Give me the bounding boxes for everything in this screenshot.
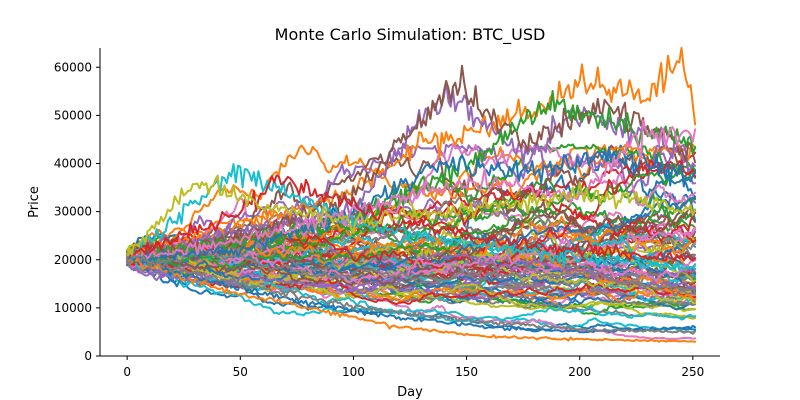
simulation-path bbox=[126, 119, 697, 260]
simulation-path bbox=[126, 46, 697, 264]
x-tick-label: 0 bbox=[123, 365, 131, 379]
simulation-path bbox=[126, 174, 697, 259]
simulation-path bbox=[126, 64, 697, 260]
y-tick-label: 10000 bbox=[54, 301, 92, 315]
x-tick-label: 100 bbox=[342, 365, 365, 379]
simulation-path bbox=[126, 250, 697, 297]
simulation-path bbox=[126, 146, 697, 265]
x-tick-label: 50 bbox=[233, 365, 248, 379]
y-tick-label: 50000 bbox=[54, 108, 92, 122]
simulation-paths bbox=[126, 46, 697, 343]
simulation-path bbox=[126, 254, 697, 335]
x-axis-label: Day bbox=[397, 385, 423, 400]
y-axis-label: Price bbox=[27, 186, 42, 218]
simulation-path bbox=[126, 163, 697, 272]
simulation-path bbox=[126, 196, 697, 283]
x-tick-label: 150 bbox=[455, 365, 478, 379]
y-axis-ticks: 0 10000 20000 30000 40000 50000 60000 bbox=[54, 60, 100, 363]
y-tick-label: 60000 bbox=[54, 60, 92, 74]
y-tick-label: 40000 bbox=[54, 157, 92, 171]
x-tick-label: 250 bbox=[681, 365, 704, 379]
x-tick-label: 200 bbox=[568, 365, 591, 379]
y-tick-label: 0 bbox=[84, 349, 92, 363]
simulation-path bbox=[126, 255, 697, 343]
y-tick-label: 20000 bbox=[54, 253, 92, 267]
simulation-path bbox=[126, 169, 697, 270]
y-tick-label: 30000 bbox=[54, 205, 92, 219]
simulation-path bbox=[126, 256, 697, 320]
chart-title: Monte Carlo Simulation: BTC_USD bbox=[275, 25, 546, 45]
simulation-path bbox=[126, 174, 697, 262]
simulation-path bbox=[126, 237, 697, 284]
x-axis-ticks: 0 50 100 150 200 250 bbox=[123, 356, 704, 379]
